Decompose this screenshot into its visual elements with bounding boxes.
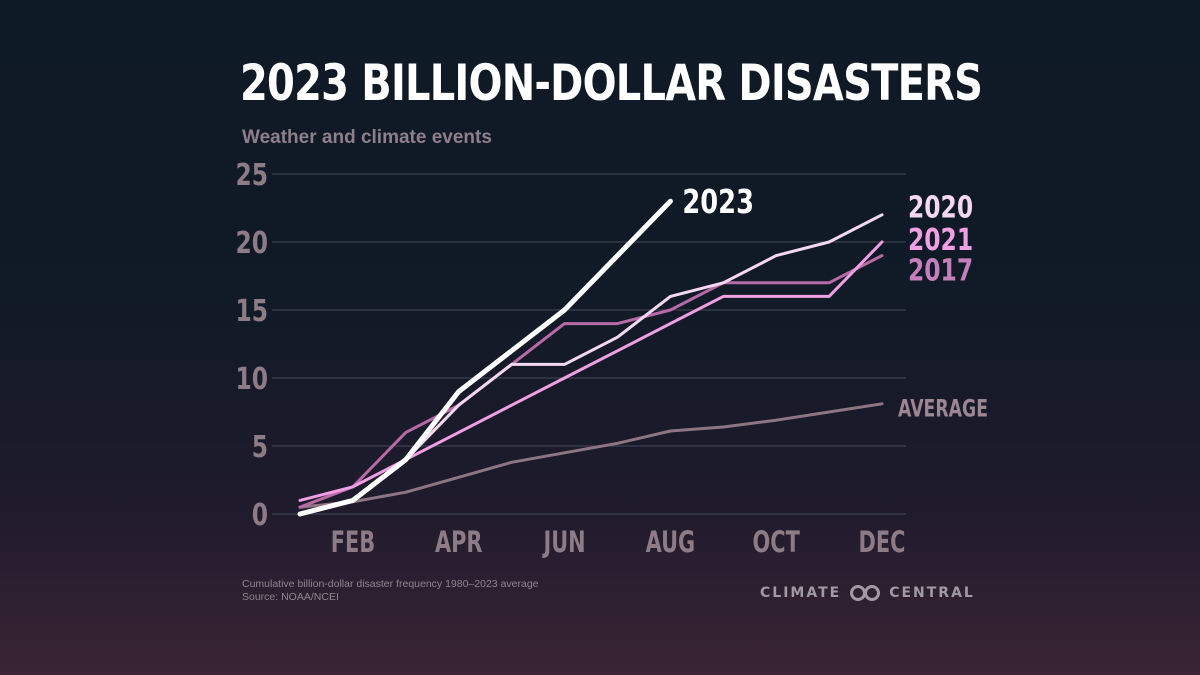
- x-axis-ticks: FEB APR JUN AUG OCT DEC: [331, 526, 906, 559]
- series-lines: [297, 198, 884, 517]
- brand-logo-text: CLIMATE CENTRAL: [760, 584, 975, 602]
- series-line-average: [298, 402, 884, 509]
- x-tick-label: AUG: [646, 526, 696, 559]
- y-tick-label: 10: [235, 362, 268, 397]
- y-tick-label: 15: [235, 294, 268, 329]
- series-label-2020: 2020: [908, 191, 973, 226]
- series-line-2017: [298, 254, 884, 509]
- series-label-2017: 2017: [908, 254, 973, 289]
- footnote-source: Source: NOAA/NCEI: [242, 591, 339, 603]
- y-tick-label: 25: [235, 158, 268, 193]
- series-label-2023: 2023: [682, 183, 754, 221]
- chart-subtitle: Weather and climate events: [242, 127, 492, 148]
- brand-right: CENTRAL: [889, 585, 975, 601]
- y-axis-ticks: 0 5 10 15 20 25: [235, 158, 268, 533]
- x-tick-label: OCT: [753, 526, 801, 559]
- grid-lines: [272, 173, 906, 515]
- chart-title: 2023 BILLION-DOLLAR DISASTERS: [240, 54, 983, 112]
- y-tick-label: 20: [235, 226, 268, 261]
- series-label-2021: 2021: [908, 223, 973, 258]
- x-tick-label: APR: [435, 526, 483, 559]
- y-tick-label: 5: [252, 430, 268, 465]
- x-tick-label: JUN: [542, 526, 586, 559]
- series-label-average: AVERAGE: [898, 395, 988, 423]
- climate-central-logo-icon: [850, 585, 881, 601]
- footnote: Cumulative billion-dollar disaster frequ…: [242, 578, 539, 604]
- series-line-2023: [297, 198, 673, 517]
- x-tick-label: FEB: [331, 526, 375, 559]
- x-tick-label: DEC: [859, 526, 906, 559]
- y-tick-label: 0: [252, 498, 268, 533]
- brand-left: CLIMATE: [760, 585, 842, 601]
- footnote-method: Cumulative billion-dollar disaster frequ…: [242, 578, 539, 590]
